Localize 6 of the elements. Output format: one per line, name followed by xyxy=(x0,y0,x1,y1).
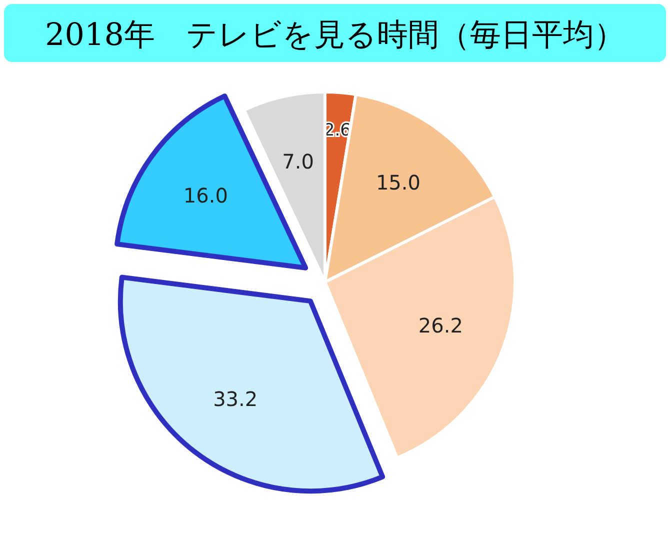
data-label: 33.2 xyxy=(213,387,258,412)
data-label: 26.2 xyxy=(418,313,463,338)
data-label: 15.0 xyxy=(376,170,420,195)
data-label: 16.0 xyxy=(183,183,228,208)
chart-title: 2018年 テレビを見る時間（毎日平均） xyxy=(45,17,625,53)
data-label: 7.0 xyxy=(282,149,314,174)
